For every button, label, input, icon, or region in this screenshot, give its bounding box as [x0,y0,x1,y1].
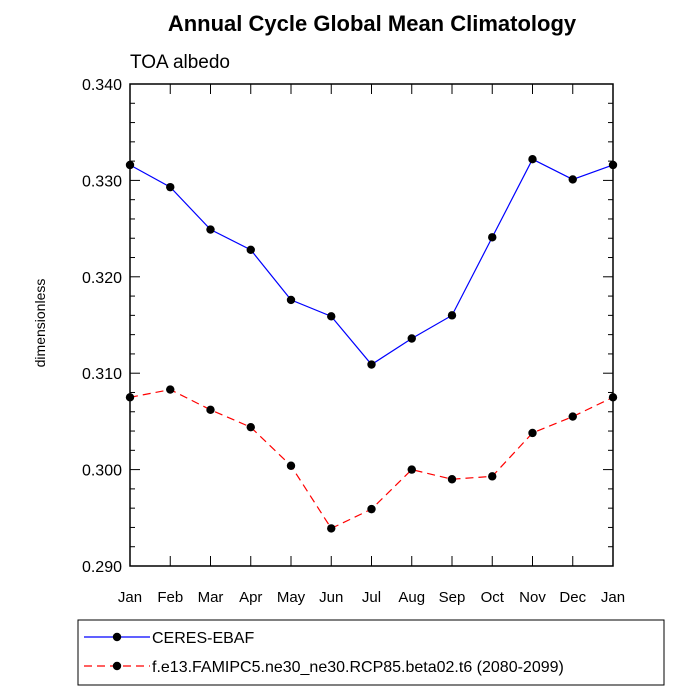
x-tick-label: Feb [157,589,183,606]
data-point [488,472,497,481]
data-point [206,405,215,415]
data-point [568,175,577,184]
x-tick-labels: Jan Feb Mar Apr May Jun Jul Aug Sep Oct Nov Dec Jan [118,589,625,606]
y-tick-label: 0.300 [82,463,122,480]
data-point [327,312,336,321]
data-point [286,461,296,470]
data-point [327,524,336,533]
data-point [568,412,577,421]
x-tick-label: Jan [118,589,142,606]
data-point [286,295,296,305]
data-point [367,504,376,514]
x-tick-label: Dec [559,589,586,606]
x-tick-label: Jan [601,589,625,606]
legend-box [77,619,665,686]
data-point [246,245,255,255]
data-point [125,393,135,402]
data-point [367,360,376,369]
data-point [608,160,618,170]
x-tick-label: Nov [519,589,546,606]
legend-label-0: CERES-EBAF [152,630,254,647]
series-layer [125,154,618,533]
x-tick-label: Jul [362,589,381,606]
y-tick-label: 0.320 [82,270,122,287]
x-tick-label: Aug [398,589,425,606]
x-tick-label: Mar [198,589,224,606]
data-point [608,393,618,402]
data-point [407,334,416,343]
x-tick-label: Oct [481,589,505,606]
data-point [447,475,457,484]
axis-ticks [129,83,614,567]
data-point [528,428,537,438]
data-point [246,422,255,432]
data-point [488,233,497,242]
data-point [125,160,135,170]
data-point [528,154,537,164]
chart-title: Annual Cycle Global Mean Climatology [168,11,577,36]
y-tick-label: 0.290 [82,559,122,576]
chart-subtitle: TOA albedo [130,52,230,73]
legend-marker-1 [112,661,122,671]
legend-label-1: f.e13.FAMIPC5.ne30_ne30.RCP85.beta02.t6 … [152,659,564,676]
y-tick-label: 0.330 [82,173,122,190]
x-tick-label: Apr [239,589,262,606]
data-point [206,225,215,234]
x-tick-label: May [277,589,306,606]
series-line-0 [129,158,614,366]
y-tick-label: 0.310 [82,366,122,383]
y-tick-labels: 0.290 0.300 0.310 0.320 0.330 0.340 [82,77,122,576]
plot-frame [129,83,614,567]
y-tick-label: 0.340 [82,77,122,94]
x-tick-label: Sep [439,589,466,606]
data-point [166,182,175,192]
data-point [447,311,457,320]
data-point [407,465,416,474]
data-point [166,385,175,394]
y-axis-label: dimensionless [32,279,48,368]
x-tick-label: Jun [319,589,343,606]
legend-marker-0 [112,632,122,642]
legend: CERES-EBAF f.e13.FAMIPC5.ne30_ne30.RCP85.… [84,630,564,676]
